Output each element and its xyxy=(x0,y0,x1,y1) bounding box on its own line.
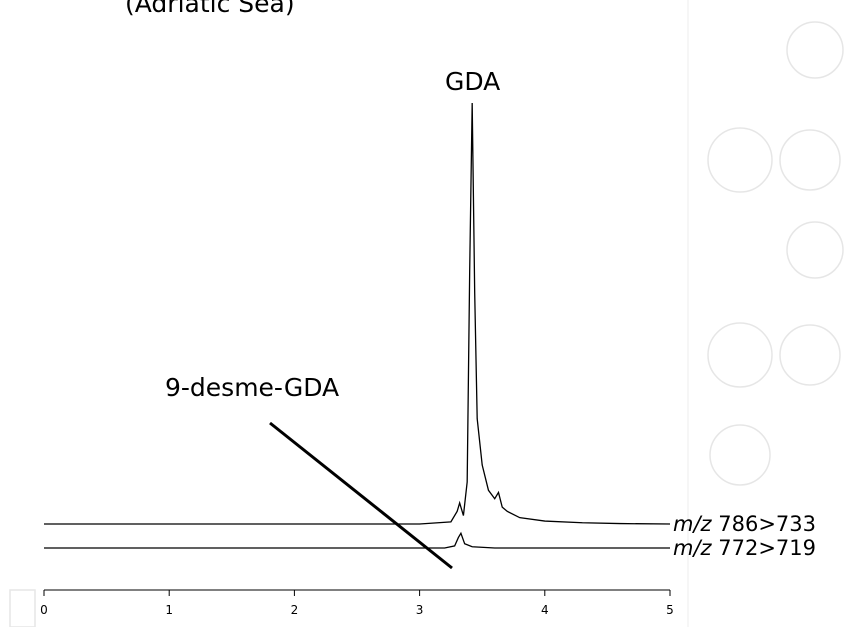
x-tick-label: 4 xyxy=(541,603,549,617)
trace xyxy=(44,102,671,525)
background-decoration xyxy=(9,0,844,627)
x-tick-label: 1 xyxy=(165,603,173,617)
x-tick-label: 3 xyxy=(416,603,424,617)
trace xyxy=(44,531,670,549)
annotation-pointer xyxy=(269,421,453,570)
series-label: m/z 772>719 xyxy=(673,536,816,560)
x-tick-label: 2 xyxy=(291,603,299,617)
annotation: GDA xyxy=(445,67,500,96)
annotation: 9-desme-GDA xyxy=(165,373,339,402)
chart-title: (Adriatic Sea) xyxy=(125,0,295,18)
series-label: m/z 786>733 xyxy=(673,512,816,536)
x-tick-label: 5 xyxy=(666,603,674,617)
x-tick-label: 0 xyxy=(40,603,48,617)
